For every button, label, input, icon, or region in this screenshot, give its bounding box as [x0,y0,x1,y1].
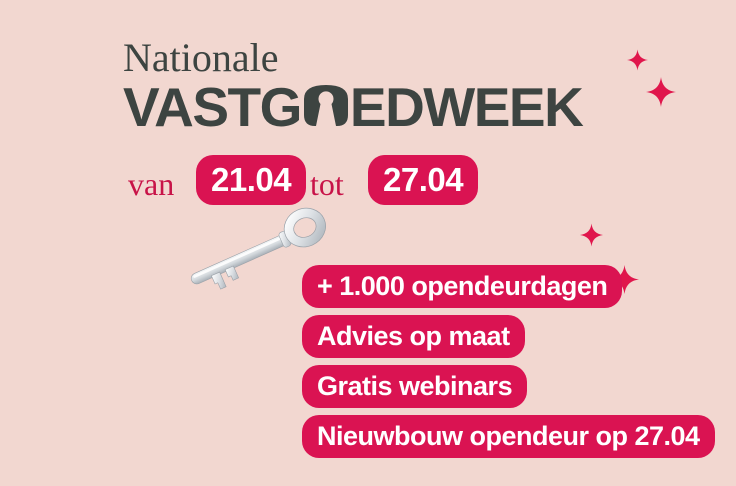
date-to-pill: 27.04 [368,155,479,205]
title-vastgoedweek: VASTG EDWEEK [123,80,584,135]
date-to-value: 27.04 [383,161,464,198]
badge-opendeurdagen: + 1.000 opendeurdagen [302,265,623,308]
badge-webinars: Gratis webinars [302,365,528,408]
sparkle-icon [610,265,639,294]
date-from-value: 21.04 [211,161,292,198]
sparkle-icon [646,77,676,107]
badge-nieuwbouw: Nieuwbouw opendeur op 27.04 [302,415,715,458]
title-vastgoed-suffix: EDWEEK [349,76,584,138]
title-vastgoed-prefix: VASTG [123,76,302,138]
key-icon [190,207,326,290]
date-from-pill: 21.04 [196,155,307,205]
sparkle-icon [627,49,648,71]
date-to-label: tot [310,166,344,202]
keyhole-o-icon [303,85,348,126]
badge-advies: Advies op maat [302,315,525,358]
title-nationale: Nationale [123,35,279,80]
title-block: Nationale VASTG EDWEEK [123,35,584,135]
badge-list: + 1.000 opendeurdagen Advies op maat Gra… [302,265,715,458]
sparkle-icon [580,223,603,247]
date-from-label: van [128,166,175,202]
